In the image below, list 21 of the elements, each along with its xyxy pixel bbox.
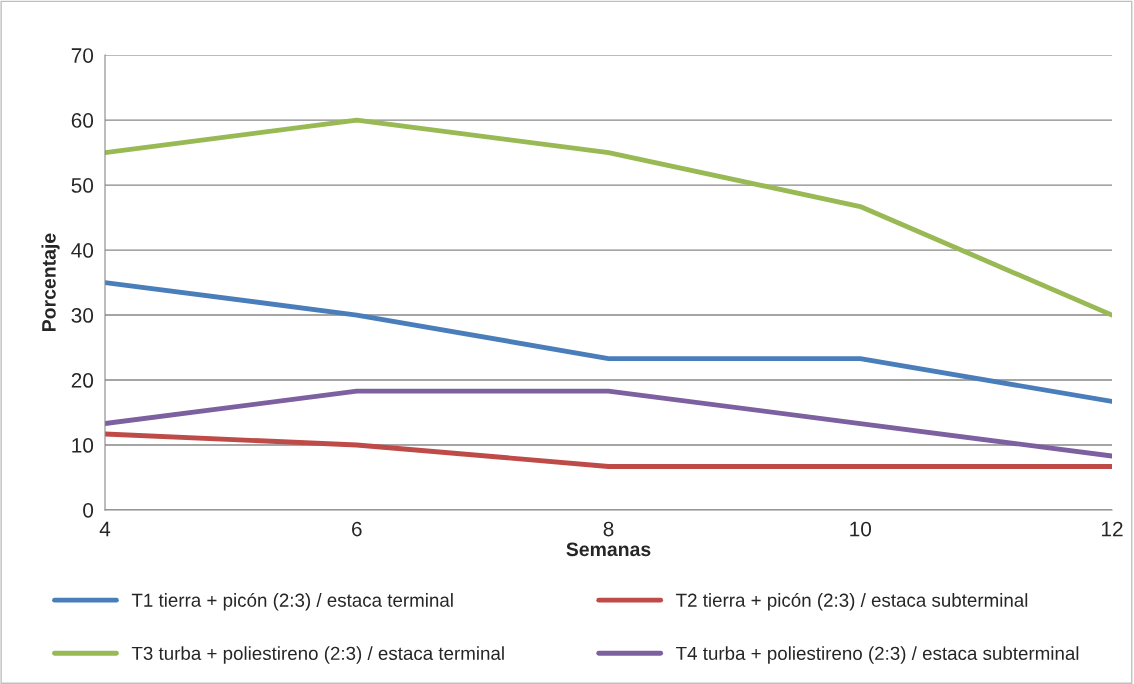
- line-series: [105, 280, 1112, 404]
- legend-label: T2 tierra + picón (2:3) / estaca subterminal: [676, 592, 1028, 611]
- y-tick-label: 20: [71, 373, 94, 388]
- y-tick-label: 0: [83, 502, 94, 518]
- x-tick-label: 4: [99, 521, 111, 537]
- line-series: [105, 117, 1112, 318]
- x-tick-label: 6: [352, 521, 362, 537]
- x-axis-title: Semanas: [566, 542, 651, 557]
- legend-label: T4 turba + poliestireno (2:3) / estaca subterminal: [676, 646, 1079, 664]
- y-axis-title: Porcentaje: [41, 233, 60, 331]
- legend-label: T3 turba + poliestireno (2:3) / estaca terminal: [131, 646, 504, 664]
- y-tick-label: 60: [71, 113, 94, 128]
- y-tick-label: 30: [71, 308, 94, 323]
- y-tick-label: 70: [71, 48, 94, 63]
- x-tick-label: 12: [1102, 521, 1123, 537]
- x-tick-label: 8: [603, 521, 614, 537]
- legend-label: T1 tierra + picón (2:3) / estaca terminal: [131, 592, 453, 611]
- y-tick-label: 10: [72, 438, 94, 453]
- x-tick-label: 10: [850, 521, 872, 537]
- y-tick-label: 40: [71, 243, 94, 258]
- y-tick-label: 50: [71, 178, 94, 193]
